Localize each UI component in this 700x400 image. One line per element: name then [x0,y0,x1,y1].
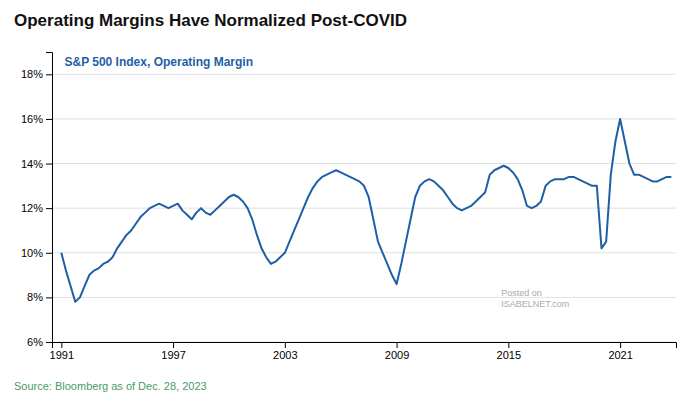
grid [52,74,676,342]
tick: 2021 [608,342,632,361]
axis-line [53,343,677,349]
tick-mark [46,119,52,120]
tick-label: 18% [21,68,43,80]
grid-line [52,74,676,75]
tick: 2003 [273,342,297,361]
marks [61,119,671,302]
tick-mark [46,208,52,209]
watermark: Posted onISABELNET.com [501,288,569,309]
tick-mark [285,342,286,348]
tick-label: 1997 [161,349,185,361]
x-axis: 1991 1997 2003 2009 2015 2021 [50,342,677,361]
subtitle: S&P 500 Index, Operating Margin [64,55,253,69]
tick-label: 1991 [50,349,74,361]
tick: 2009 [385,342,409,361]
tick-label: 2021 [608,349,632,361]
chart: 1991 1997 2003 2009 2015 2021 6% 8% 10% 12% 14% 16%… [0,0,700,400]
tick: 10% [21,247,52,259]
tick-mark [46,253,52,254]
plot-area: 1991 1997 2003 2009 2015 2021 6% 8% 10% 12% 14% 16%… [21,53,677,361]
tick-mark [173,342,174,348]
tick-label: 2015 [497,349,521,361]
tick: 6% [27,336,52,348]
tick: 12% [21,202,52,214]
tick: 2015 [497,342,521,361]
y-axis: 6% 8% 10% 12% 14% 16% 18% [21,53,53,349]
watermark-line: ISABELNET.com [501,299,569,309]
source: Source: Bloomberg as of Dec. 28, 2023 [14,380,207,392]
grid-line [52,208,676,209]
tick-label: 10% [21,247,43,259]
grid-line [52,163,676,164]
tick-label: 16% [21,113,43,125]
tick-mark [46,74,52,75]
axis-line [46,53,53,343]
tick: 14% [21,158,52,170]
chart-container: 1991 1997 2003 2009 2015 2021 6% 8% 10% 12% 14% 16%… [0,0,700,400]
tick: 18% [21,68,52,80]
tick-label: 2003 [273,349,297,361]
tick: 8% [27,291,52,303]
tick-label: 14% [21,158,43,170]
tick-label: 8% [27,291,43,303]
tick-label: 12% [21,202,43,214]
tick-mark [61,342,62,348]
tick-mark [397,342,398,348]
tick-mark [508,342,509,348]
tick-label: 6% [27,336,43,348]
title: Operating Margins Have Normalized Post-C… [14,11,407,30]
tick: 1991 [50,342,74,361]
line [61,119,671,302]
grid-line [52,297,676,298]
tick-mark [46,164,52,165]
tick-label: 2009 [385,349,409,361]
tick-mark [620,342,621,348]
tick-mark [46,297,52,298]
grid-line [52,252,676,253]
watermark-line: Posted on [501,288,542,298]
grid-line [52,118,676,119]
tick: 16% [21,113,52,125]
tick-mark [46,342,52,343]
tick: 1997 [161,342,185,361]
